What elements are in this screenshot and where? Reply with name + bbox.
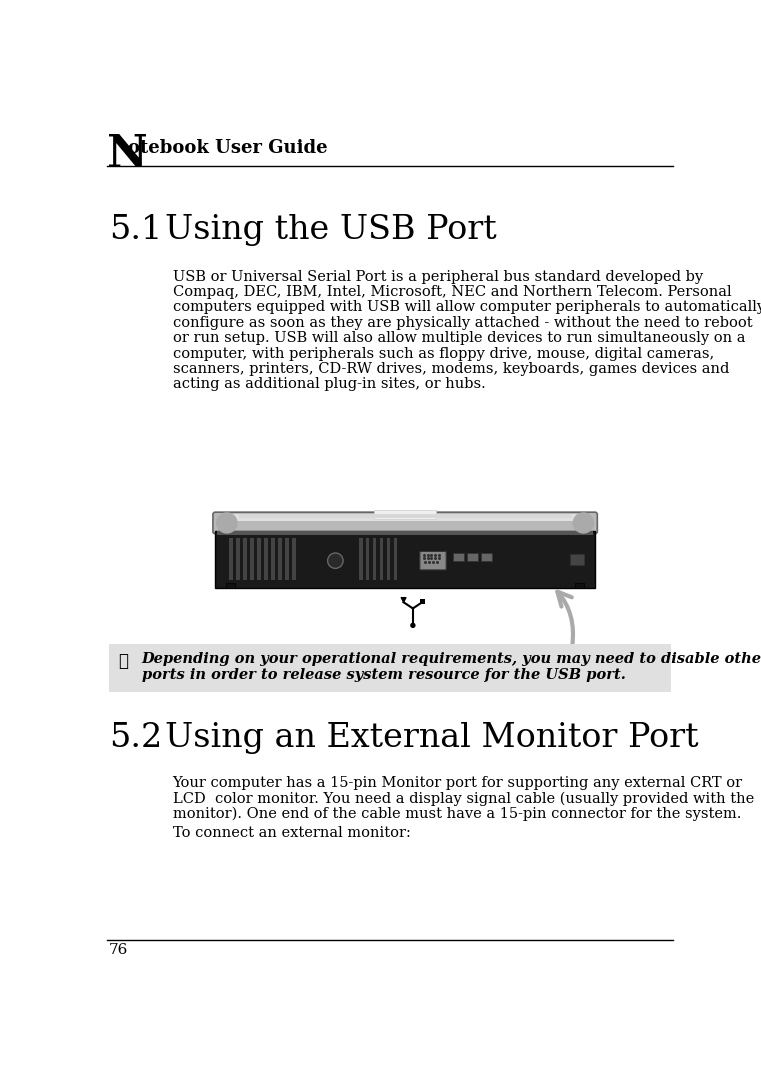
Bar: [217, 532, 594, 534]
FancyBboxPatch shape: [420, 551, 446, 570]
Text: Depending on your operational requirements, you may need to disable other: Depending on your operational requiremen…: [142, 652, 761, 666]
Text: To connect an external monitor:: To connect an external monitor:: [173, 827, 410, 841]
Text: computers equipped with USB will allow computer peripherals to automatically: computers equipped with USB will allow c…: [173, 300, 761, 314]
Text: Your computer has a 15-pin Monitor port for supporting any external CRT or: Your computer has a 15-pin Monitor port …: [173, 776, 743, 790]
Text: otebook User Guide: otebook User Guide: [129, 139, 328, 158]
Bar: [264, 537, 268, 579]
Text: computer, with peripherals such as floppy drive, mouse, digital cameras,: computer, with peripherals such as flopp…: [173, 346, 714, 360]
Bar: [393, 537, 397, 579]
Bar: [373, 537, 377, 579]
Text: Using the USB Port: Using the USB Port: [165, 214, 497, 246]
Bar: [238, 514, 572, 518]
Text: N: N: [107, 134, 148, 176]
Bar: [226, 583, 235, 588]
Bar: [221, 515, 589, 521]
Text: ports in order to release system resource for the USB port.: ports in order to release system resourc…: [142, 669, 626, 683]
Bar: [570, 554, 584, 564]
FancyBboxPatch shape: [213, 513, 597, 534]
Bar: [257, 537, 261, 579]
Bar: [380, 537, 384, 579]
Bar: [387, 537, 390, 579]
Bar: [420, 599, 425, 604]
Bar: [365, 537, 370, 579]
Text: or run setup. USB will also allow multiple devices to run simultaneously on a: or run setup. USB will also allow multip…: [173, 331, 745, 345]
Bar: [229, 537, 233, 579]
Text: USB or Universal Serial Port is a peripheral bus standard developed by: USB or Universal Serial Port is a periph…: [173, 270, 702, 284]
Text: 5.1: 5.1: [109, 214, 162, 246]
Circle shape: [573, 513, 594, 533]
Bar: [374, 510, 436, 519]
Bar: [292, 537, 296, 579]
Bar: [453, 552, 464, 561]
Bar: [271, 537, 275, 579]
Bar: [250, 537, 254, 579]
Text: Compaq, DEC, IBM, Intel, Microsoft, NEC and Northern Telecom. Personal: Compaq, DEC, IBM, Intel, Microsoft, NEC …: [173, 285, 731, 299]
Bar: [244, 537, 247, 579]
Bar: [358, 537, 362, 579]
Text: scanners, printers, CD-RW drives, modems, keyboards, games devices and: scanners, printers, CD-RW drives, modems…: [173, 363, 729, 375]
Text: LCD  color monitor. You need a display signal cable (usually provided with the: LCD color monitor. You need a display si…: [173, 792, 754, 806]
FancyArrowPatch shape: [557, 591, 573, 646]
Text: ☞: ☞: [119, 653, 129, 670]
Bar: [481, 552, 492, 561]
Text: 5.2: 5.2: [109, 722, 162, 754]
Bar: [109, 644, 671, 692]
Text: 76: 76: [109, 943, 129, 957]
Bar: [278, 537, 282, 579]
Text: acting as additional plug-in sites, or hubs.: acting as additional plug-in sites, or h…: [173, 378, 486, 392]
Bar: [467, 552, 478, 561]
Circle shape: [217, 513, 237, 533]
Bar: [215, 532, 595, 588]
Text: configure as soon as they are physically attached - without the need to reboot: configure as soon as they are physically…: [173, 316, 753, 330]
Bar: [575, 583, 584, 588]
Circle shape: [410, 623, 416, 628]
Text: Using an External Monitor Port: Using an External Monitor Port: [165, 722, 699, 754]
Bar: [285, 537, 289, 579]
Text: monitor). One end of the cable must have a 15-pin connector for the system.: monitor). One end of the cable must have…: [173, 807, 741, 821]
Polygon shape: [401, 598, 406, 602]
Bar: [236, 537, 240, 579]
Circle shape: [328, 552, 343, 569]
